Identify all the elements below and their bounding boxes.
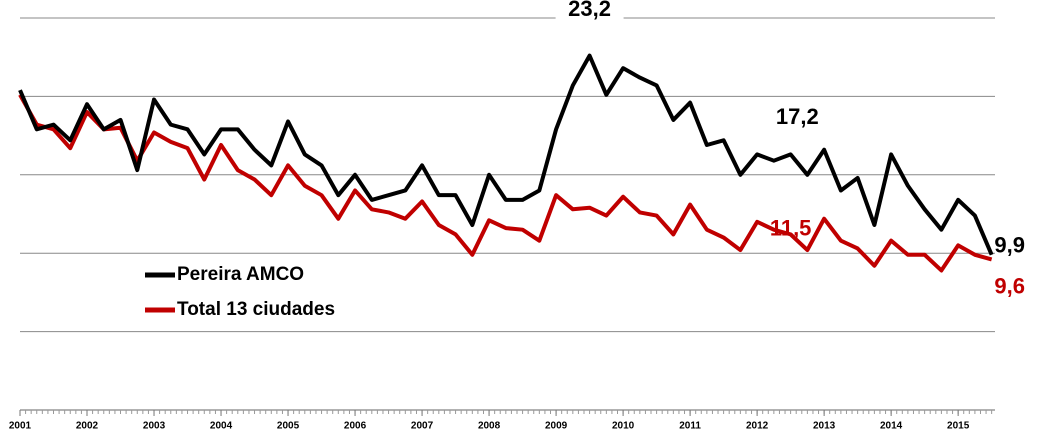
x-tick-label: 2009 [545, 421, 568, 430]
label-background [555, 0, 624, 25]
annotation: 9,6 [994, 273, 1025, 298]
x-tick-label: 2008 [478, 421, 501, 430]
x-tick-label: 2010 [612, 421, 635, 430]
x-tick-label: 2005 [277, 421, 300, 430]
x-tick-label: 2001 [9, 421, 32, 430]
legend-label: Pereira AMCO [177, 264, 304, 285]
annotation: 17,2 [776, 104, 819, 129]
annotation: 11,5 [770, 215, 812, 240]
legend-label: Total 13 ciudades [177, 299, 335, 320]
annotation: 23,2 [568, 0, 611, 21]
x-tick-label: 2007 [411, 421, 434, 430]
series-line [18, 93, 993, 273]
x-tick-label: 2002 [76, 421, 99, 430]
x-tick-label: 2013 [813, 421, 836, 430]
x-tick-label: 2003 [143, 421, 166, 430]
x-tick-label: 2015 [947, 421, 970, 430]
series-line [18, 53, 994, 256]
x-tick-label: 2006 [344, 421, 367, 430]
annotation: 9,9 [994, 233, 1025, 258]
x-tick-label: 2011 [679, 421, 701, 430]
x-tick-label: 2014 [880, 421, 903, 430]
x-tick-label: 2004 [210, 421, 233, 430]
x-tick-label: 2012 [746, 421, 769, 430]
